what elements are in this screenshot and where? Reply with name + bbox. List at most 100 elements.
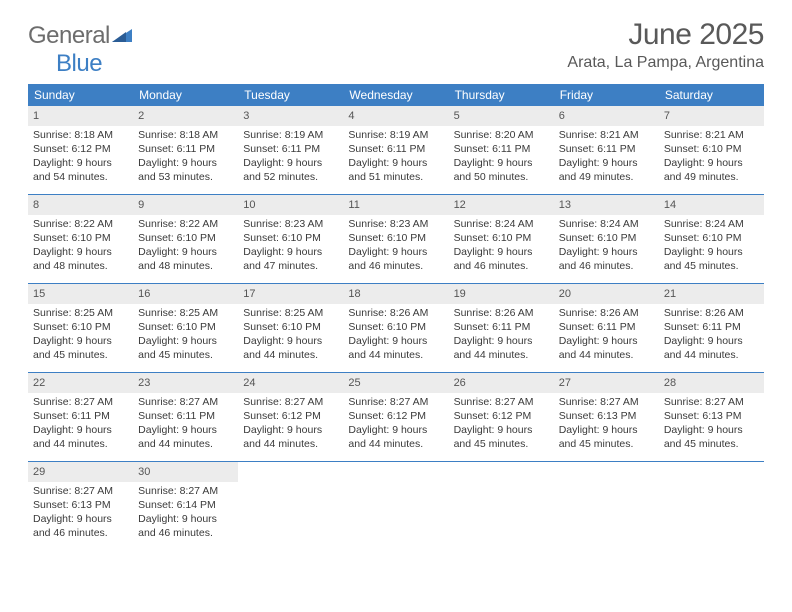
day-number: 2 <box>133 106 238 126</box>
daylight-text-1: Daylight: 9 hours <box>138 156 233 170</box>
daylight-text-2: and 48 minutes. <box>138 259 233 273</box>
dow-cell: Monday <box>133 84 238 106</box>
sunset-text: Sunset: 6:13 PM <box>664 409 759 423</box>
sunset-text: Sunset: 6:10 PM <box>243 320 338 334</box>
sunset-text: Sunset: 6:11 PM <box>454 320 549 334</box>
daylight-text-2: and 46 minutes. <box>559 259 654 273</box>
day-number: 23 <box>133 373 238 393</box>
day-body: Sunrise: 8:27 AMSunset: 6:11 PMDaylight:… <box>133 395 238 456</box>
daylight-text-2: and 53 minutes. <box>138 170 233 184</box>
daylight-text-2: and 44 minutes. <box>664 348 759 362</box>
sunrise-text: Sunrise: 8:27 AM <box>664 395 759 409</box>
day-body: Sunrise: 8:25 AMSunset: 6:10 PMDaylight:… <box>133 306 238 367</box>
sunset-text: Sunset: 6:10 PM <box>559 231 654 245</box>
daylight-text-1: Daylight: 9 hours <box>559 423 654 437</box>
day-body: Sunrise: 8:19 AMSunset: 6:11 PMDaylight:… <box>238 128 343 189</box>
day-body: Sunrise: 8:27 AMSunset: 6:12 PMDaylight:… <box>238 395 343 456</box>
daylight-text-1: Daylight: 9 hours <box>33 423 128 437</box>
week-row: 29Sunrise: 8:27 AMSunset: 6:13 PMDayligh… <box>28 461 764 550</box>
sunrise-text: Sunrise: 8:26 AM <box>664 306 759 320</box>
daylight-text-1: Daylight: 9 hours <box>664 334 759 348</box>
daylight-text-1: Daylight: 9 hours <box>559 245 654 259</box>
sunset-text: Sunset: 6:12 PM <box>348 409 443 423</box>
day-body: Sunrise: 8:27 AMSunset: 6:12 PMDaylight:… <box>449 395 554 456</box>
sunrise-text: Sunrise: 8:27 AM <box>138 484 233 498</box>
day-cell: 13Sunrise: 8:24 AMSunset: 6:10 PMDayligh… <box>554 195 659 283</box>
sunset-text: Sunset: 6:11 PM <box>138 409 233 423</box>
sunrise-text: Sunrise: 8:27 AM <box>243 395 338 409</box>
day-cell: 30Sunrise: 8:27 AMSunset: 6:14 PMDayligh… <box>133 462 238 550</box>
day-number: 26 <box>449 373 554 393</box>
sunrise-text: Sunrise: 8:22 AM <box>33 217 128 231</box>
day-body: Sunrise: 8:21 AMSunset: 6:10 PMDaylight:… <box>659 128 764 189</box>
sunset-text: Sunset: 6:10 PM <box>138 231 233 245</box>
daylight-text-2: and 45 minutes. <box>138 348 233 362</box>
daylight-text-2: and 44 minutes. <box>348 348 443 362</box>
day-cell: 12Sunrise: 8:24 AMSunset: 6:10 PMDayligh… <box>449 195 554 283</box>
day-cell: 23Sunrise: 8:27 AMSunset: 6:11 PMDayligh… <box>133 373 238 461</box>
daylight-text-2: and 44 minutes. <box>138 437 233 451</box>
dow-cell: Wednesday <box>343 84 448 106</box>
day-cell: 6Sunrise: 8:21 AMSunset: 6:11 PMDaylight… <box>554 106 659 194</box>
sunrise-text: Sunrise: 8:25 AM <box>33 306 128 320</box>
daylight-text-2: and 45 minutes. <box>664 437 759 451</box>
day-body: Sunrise: 8:27 AMSunset: 6:14 PMDaylight:… <box>133 484 238 545</box>
week-row: 8Sunrise: 8:22 AMSunset: 6:10 PMDaylight… <box>28 194 764 283</box>
day-body: Sunrise: 8:27 AMSunset: 6:13 PMDaylight:… <box>554 395 659 456</box>
day-number: 10 <box>238 195 343 215</box>
day-number: 12 <box>449 195 554 215</box>
day-body: Sunrise: 8:22 AMSunset: 6:10 PMDaylight:… <box>28 217 133 278</box>
daylight-text-1: Daylight: 9 hours <box>348 334 443 348</box>
day-body: Sunrise: 8:24 AMSunset: 6:10 PMDaylight:… <box>659 217 764 278</box>
sunrise-text: Sunrise: 8:27 AM <box>33 484 128 498</box>
day-body: Sunrise: 8:26 AMSunset: 6:11 PMDaylight:… <box>449 306 554 367</box>
daylight-text-2: and 45 minutes. <box>559 437 654 451</box>
daylight-text-2: and 44 minutes. <box>243 437 338 451</box>
daylight-text-2: and 46 minutes. <box>348 259 443 273</box>
daylight-text-2: and 45 minutes. <box>454 437 549 451</box>
sunrise-text: Sunrise: 8:25 AM <box>243 306 338 320</box>
daylight-text-2: and 52 minutes. <box>243 170 338 184</box>
daylight-text-1: Daylight: 9 hours <box>138 512 233 526</box>
sunset-text: Sunset: 6:11 PM <box>33 409 128 423</box>
sunrise-text: Sunrise: 8:27 AM <box>454 395 549 409</box>
day-number: 22 <box>28 373 133 393</box>
sunrise-text: Sunrise: 8:26 AM <box>559 306 654 320</box>
daylight-text-2: and 47 minutes. <box>243 259 338 273</box>
day-cell: 28Sunrise: 8:27 AMSunset: 6:13 PMDayligh… <box>659 373 764 461</box>
sunset-text: Sunset: 6:11 PM <box>138 142 233 156</box>
daylight-text-2: and 54 minutes. <box>33 170 128 184</box>
sunset-text: Sunset: 6:12 PM <box>33 142 128 156</box>
day-cell: 11Sunrise: 8:23 AMSunset: 6:10 PMDayligh… <box>343 195 448 283</box>
day-cell: 2 Sunrise: 8:18 AMSunset: 6:11 PMDaylight… <box>133 106 238 194</box>
day-cell: 22Sunrise: 8:27 AMSunset: 6:11 PMDayligh… <box>28 373 133 461</box>
sunset-text: Sunset: 6:10 PM <box>33 320 128 334</box>
day-body: Sunrise: 8:27 AMSunset: 6:11 PMDaylight:… <box>28 395 133 456</box>
day-body: Sunrise: 8:27 AMSunset: 6:12 PMDaylight:… <box>343 395 448 456</box>
sunset-text: Sunset: 6:13 PM <box>559 409 654 423</box>
sunset-text: Sunset: 6:10 PM <box>454 231 549 245</box>
day-cell: 27Sunrise: 8:27 AMSunset: 6:13 PMDayligh… <box>554 373 659 461</box>
page-title: June 2025 <box>567 18 764 52</box>
sunrise-text: Sunrise: 8:21 AM <box>664 128 759 142</box>
day-body: Sunrise: 8:26 AMSunset: 6:11 PMDaylight:… <box>554 306 659 367</box>
daylight-text-1: Daylight: 9 hours <box>138 334 233 348</box>
day-cell: 21Sunrise: 8:26 AMSunset: 6:11 PMDayligh… <box>659 284 764 372</box>
day-cell <box>449 462 554 550</box>
logo-text-2: Blue <box>56 50 102 77</box>
day-body: Sunrise: 8:25 AMSunset: 6:10 PMDaylight:… <box>28 306 133 367</box>
dow-cell: Tuesday <box>238 84 343 106</box>
dow-cell: Thursday <box>449 84 554 106</box>
day-cell: 26Sunrise: 8:27 AMSunset: 6:12 PMDayligh… <box>449 373 554 461</box>
sunset-text: Sunset: 6:12 PM <box>454 409 549 423</box>
sunrise-text: Sunrise: 8:18 AM <box>138 128 233 142</box>
day-number: 29 <box>28 462 133 482</box>
daylight-text-1: Daylight: 9 hours <box>348 156 443 170</box>
daylight-text-1: Daylight: 9 hours <box>138 245 233 259</box>
daylight-text-2: and 44 minutes. <box>243 348 338 362</box>
day-body: Sunrise: 8:23 AMSunset: 6:10 PMDaylight:… <box>343 217 448 278</box>
daylight-text-1: Daylight: 9 hours <box>33 245 128 259</box>
sunrise-text: Sunrise: 8:27 AM <box>33 395 128 409</box>
day-cell: 5Sunrise: 8:20 AMSunset: 6:11 PMDaylight… <box>449 106 554 194</box>
day-cell: 4Sunrise: 8:19 AMSunset: 6:11 PMDaylight… <box>343 106 448 194</box>
